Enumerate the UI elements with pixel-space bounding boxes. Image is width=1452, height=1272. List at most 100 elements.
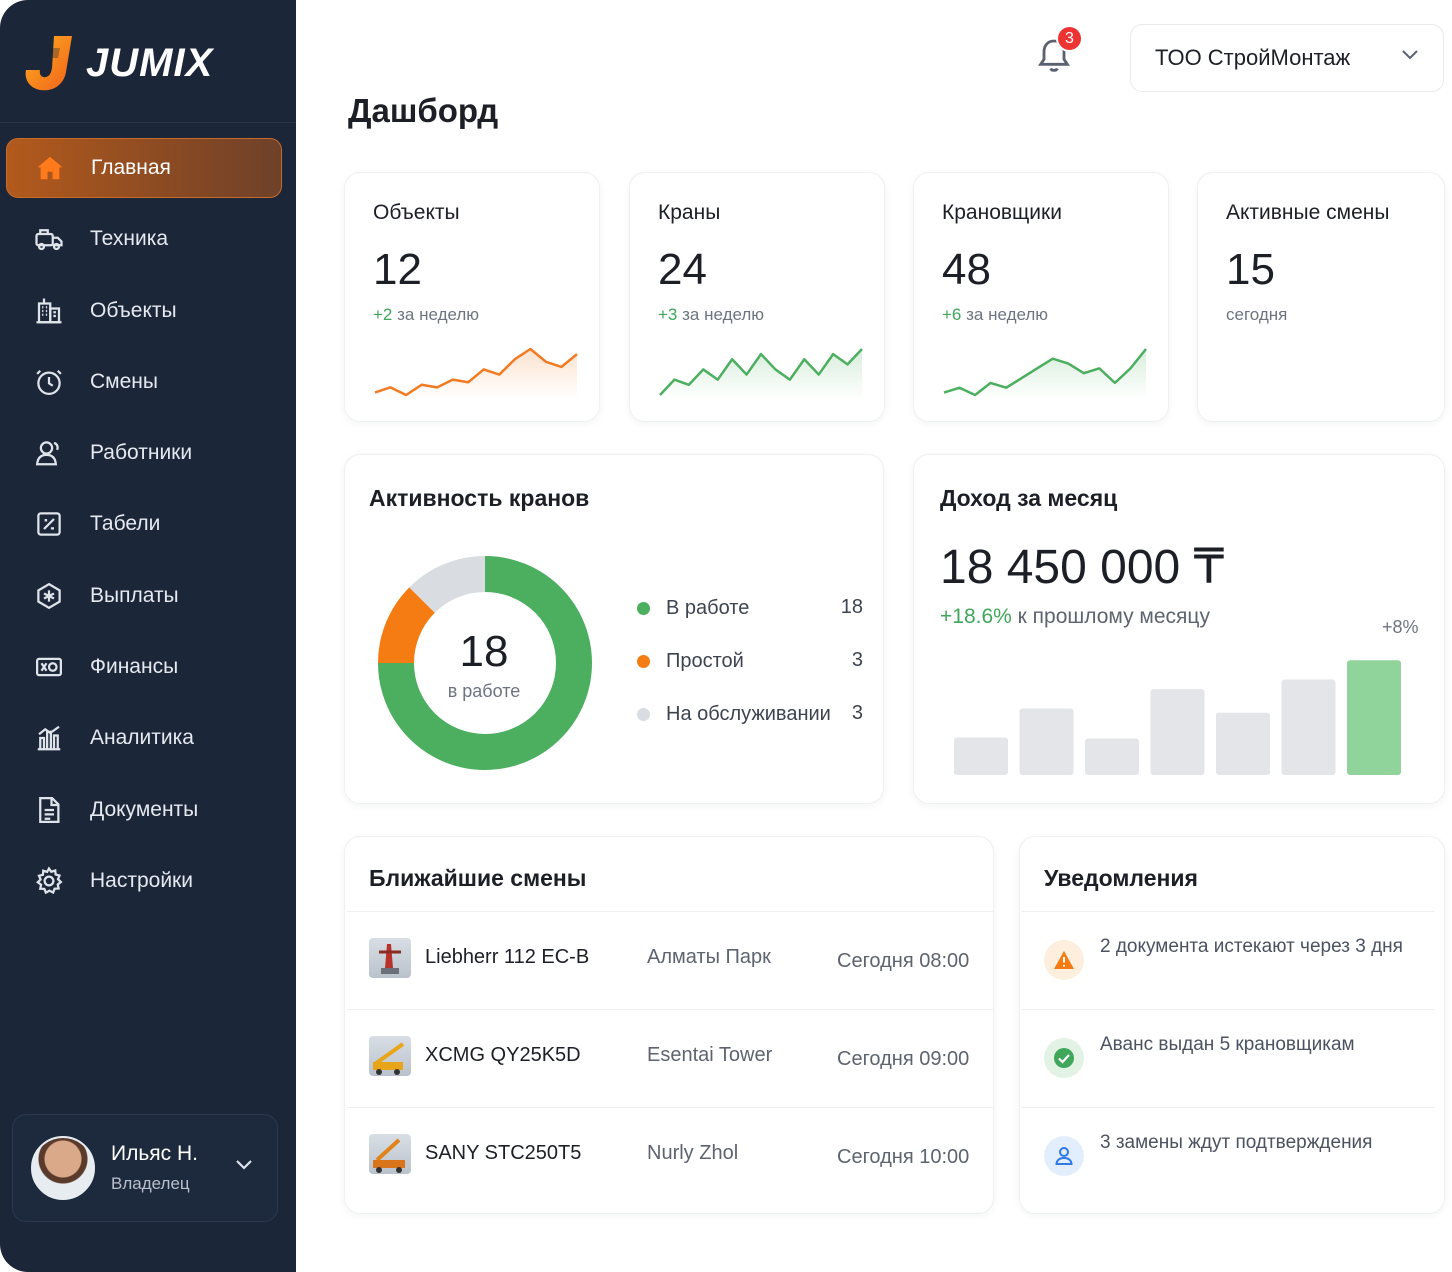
upcoming-shifts-card: Ближайшие смены Liebherr 112 EC-B Алматы…	[344, 836, 994, 1214]
donut-segment	[378, 587, 436, 664]
income-subtitle: +18.6% к прошлому месяцу	[940, 605, 1210, 629]
stat-card-cranes[interactable]: Краны 24 +3 за неделю	[629, 172, 885, 422]
person-icon	[1044, 1136, 1084, 1176]
income-bar	[1216, 712, 1270, 775]
stat-card-operators[interactable]: Крановщики 48 +6 за неделю	[913, 172, 1169, 422]
shift-row[interactable]: SANY STC250T5 Nurly Zhol Сегодня 10:00	[347, 1107, 993, 1203]
sidebar-item-objects[interactable]: Объекты	[6, 281, 282, 341]
sidebar-item-equipment[interactable]: Техника	[6, 209, 282, 269]
finance-icon	[32, 650, 66, 684]
sidebar-item-label: Работники	[90, 441, 193, 465]
shift-location: Esentai Tower	[647, 1044, 773, 1066]
legend-value: 18	[840, 596, 863, 618]
legend-value: 3	[851, 649, 863, 671]
brand-logo[interactable]: JUMIX	[24, 30, 213, 96]
stat-period: за неделю	[966, 305, 1049, 324]
sparkline-chart	[374, 347, 578, 399]
sidebar-item-settings[interactable]: Настройки	[6, 851, 282, 911]
donut-segment	[409, 556, 486, 614]
legend-label: В работе	[666, 596, 750, 619]
stat-label: Объекты	[373, 201, 460, 224]
check-icon	[1044, 1038, 1084, 1078]
stat-label: Активные смены	[1226, 201, 1390, 224]
stat-period: за неделю	[682, 305, 765, 324]
shift-crane: SANY STC250T5	[425, 1142, 582, 1164]
sidebar-item-analytics[interactable]: Аналитика	[6, 708, 282, 768]
sidebar-item-payouts[interactable]: Выплаты	[6, 566, 282, 626]
sidebar-item-documents[interactable]: Документы	[6, 780, 282, 840]
notification-item[interactable]: 2 документа истекают через 3 дня	[1022, 911, 1434, 1007]
stat-label: Краны	[658, 201, 721, 224]
stat-subtitle: +6 за неделю	[942, 305, 1048, 325]
sidebar-item-timesheets[interactable]: Табели	[6, 494, 282, 554]
shift-time: Сегодня 09:00	[837, 1048, 970, 1070]
sidebar-item-finance[interactable]: Финансы	[6, 637, 282, 697]
stat-card-active-shifts[interactable]: Активные смены 15 сегодня	[1197, 172, 1445, 422]
income-bar	[1281, 679, 1336, 775]
sidebar-item-home[interactable]: Главная	[6, 138, 282, 198]
shift-row[interactable]: Liebherr 112 EC-B Алматы Парк Сегодня 08…	[347, 911, 993, 1007]
sparkline-line	[659, 348, 863, 396]
user-menu[interactable]: Ильяс Н. Владелец	[12, 1114, 278, 1222]
donut-center-label: в работе	[447, 681, 521, 701]
company-name: ТОО СтройМонтаж	[1155, 45, 1351, 70]
sidebar-item-label: Настройки	[90, 868, 193, 892]
stat-delta: +3	[658, 305, 678, 324]
shift-location: Алматы Парк	[647, 946, 771, 968]
shift-row[interactable]: XCMG QY25K5D Esentai Tower Сегодня 09:00	[347, 1009, 993, 1105]
company-selector[interactable]: ТОО СтройМонтаж	[1130, 24, 1444, 92]
income-bar	[1347, 660, 1401, 775]
legend-item-idle: Простой 3	[637, 647, 863, 675]
sidebar-item-label: Табели	[90, 512, 161, 536]
payout-icon	[32, 579, 66, 613]
building-icon	[32, 294, 66, 328]
truck-icon	[32, 222, 66, 256]
notification-text: 2 документа истекают через 3 дня	[1100, 936, 1403, 957]
sidebar: JUMIX Главная Техника Объекты Смены Рабо…	[0, 0, 296, 1272]
income-bar	[1150, 689, 1205, 775]
bar-data-label: +8%	[1382, 617, 1419, 637]
income-value: 18 450 000 ₸	[940, 541, 1225, 594]
legend-label: Простой	[666, 649, 744, 672]
income-delta: +18.6%	[940, 605, 1012, 628]
donut-center-value: 18	[459, 627, 509, 676]
sparkline-line	[943, 348, 1147, 397]
sparkline-area	[375, 349, 577, 399]
stat-period: сегодня	[1226, 305, 1288, 324]
sidebar-item-label: Финансы	[90, 655, 179, 679]
document-icon	[32, 793, 66, 827]
sidebar-item-workers[interactable]: Работники	[6, 423, 282, 483]
legend-item-maintenance: На обслуживании 3	[637, 700, 863, 728]
section-title: Активность кранов	[369, 485, 590, 511]
stat-card-objects[interactable]: Объекты 12 +2 за неделю	[344, 172, 600, 422]
crane-activity-card: Активность кранов 18 в работе В работе 1…	[344, 454, 884, 804]
legend-item-working: В работе 18	[637, 594, 863, 622]
clock-icon	[32, 365, 66, 399]
sidebar-item-label: Выплаты	[90, 583, 179, 607]
brand-name: JUMIX	[86, 40, 214, 85]
income-bar-chart	[954, 660, 1401, 775]
stat-value: 24	[658, 245, 707, 294]
notification-text: 3 замены ждут подтверждения	[1100, 1132, 1373, 1153]
page-title: Дашборд	[348, 92, 499, 129]
analytics-icon	[32, 721, 66, 755]
sidebar-nav: Главная Техника Объекты Смены Работники …	[6, 138, 282, 922]
user-name: Ильяс Н.	[111, 1142, 198, 1165]
donut-chart	[378, 556, 592, 770]
sidebar-item-shifts[interactable]: Смены	[6, 352, 282, 412]
user-icon	[32, 436, 66, 470]
legend-dot	[637, 601, 650, 615]
sidebar-item-label: Главная	[91, 156, 171, 179]
sparkline-chart	[943, 348, 1147, 399]
shift-time: Сегодня 08:00	[837, 950, 970, 972]
sparkline-line	[374, 347, 578, 397]
income-period: к прошлому месяцу	[1017, 605, 1210, 628]
sidebar-item-label: Аналитика	[90, 726, 194, 750]
notification-item[interactable]: 3 замены ждут подтверждения	[1022, 1107, 1434, 1203]
timesheet-icon	[32, 507, 66, 541]
sparkline-chart	[659, 348, 863, 399]
notification-item[interactable]: Аванс выдан 5 крановщикам	[1022, 1009, 1434, 1105]
stat-subtitle: сегодня	[1226, 305, 1287, 325]
stat-value: 15	[1226, 245, 1275, 294]
shift-crane: Liebherr 112 EC-B	[425, 946, 590, 968]
